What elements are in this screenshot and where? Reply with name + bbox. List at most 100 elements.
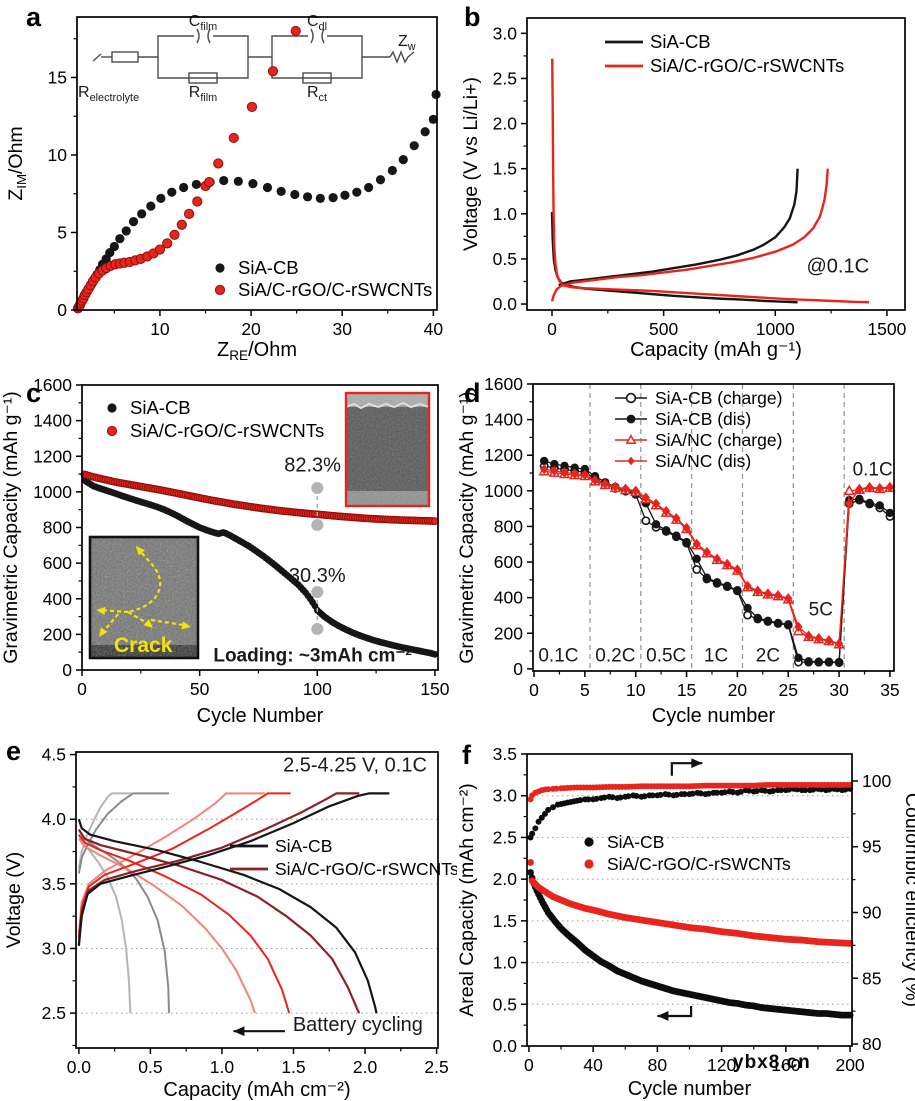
y-axis-title: Gravimetric Capacity (mAh g⁻¹) — [0, 391, 22, 664]
sem-noise — [90, 537, 198, 658]
y-tick-label: 4.5 — [42, 745, 66, 765]
x-tick-label: 0 — [529, 680, 539, 700]
x-tick-label: 30 — [829, 680, 849, 700]
legend-label: SiA/C-rGO/C-rSWCNTs — [275, 859, 457, 879]
y2-tick-label: 85 — [862, 968, 881, 988]
crack-path — [150, 618, 189, 628]
y-tick-label: 800 — [43, 518, 72, 538]
data-point — [743, 603, 752, 613]
y-tick-label: 1000 — [33, 482, 72, 502]
y-tick-label: 2.5 — [493, 68, 517, 88]
data-point — [539, 456, 549, 466]
data-point — [804, 630, 813, 641]
gridlines — [76, 818, 438, 1014]
x-tick-label: 0 — [77, 679, 87, 699]
series-line — [550, 168, 829, 302]
data-point — [737, 788, 744, 795]
data-point — [550, 465, 559, 477]
data-point — [626, 414, 636, 424]
annotation: 2C — [756, 645, 780, 666]
series-line — [544, 465, 891, 664]
annotation: 0.2C — [595, 645, 635, 666]
x-tick-label: 40 — [583, 1055, 603, 1075]
full-cell-voltage-chart: 0.0 0.5 1.0 1.5 2.0 2.5 2.5 3.0 3.5 4.0 4.5 Capacit… — [3, 745, 457, 1101]
data-point — [560, 467, 569, 478]
series-line — [78, 838, 256, 1014]
axis-ticks: 0.0 0.5 1.0 1.5 2.0 2.5 2.5 3.0 3.5 4.0 4.5 — [42, 745, 449, 1077]
data-point — [204, 177, 215, 188]
series-sia-c-rgo-c-rswcnts-charge — [550, 168, 829, 302]
y2-tick-label: 90 — [862, 902, 882, 922]
axis-ticks: 0 5 10 15 20 25 30 35 0 200 400 600 800 1000 1200 1400 1… — [484, 374, 900, 700]
y2-tick-label: 95 — [862, 837, 881, 857]
data-point — [633, 792, 640, 799]
x-tick-label: 30 — [332, 319, 352, 339]
data-point — [106, 425, 118, 437]
data-point — [651, 520, 661, 529]
data-point — [553, 785, 560, 792]
data-point — [657, 791, 664, 798]
data-point — [580, 464, 590, 474]
legend-label: SiA/NC (dis) — [655, 451, 751, 471]
data-point — [625, 793, 632, 800]
data-point — [545, 786, 552, 793]
data-point — [723, 558, 732, 570]
series-sia-c-rgo-c-rswcnts-areal-capacity — [527, 859, 854, 947]
resistor-electrolyte — [111, 51, 139, 63]
data-point — [409, 141, 419, 151]
sem-border-red — [344, 391, 431, 508]
data-point — [601, 794, 608, 801]
y-tick-label: 600 — [43, 553, 72, 573]
legend-label: SiA/C-rGO/C-rSWCNTs — [650, 55, 844, 76]
data-point — [834, 657, 844, 667]
data-point — [824, 635, 834, 646]
arrow-head — [657, 1011, 669, 1021]
data-point — [428, 114, 438, 124]
data-point — [818, 786, 825, 793]
y-tick-label: 0.0 — [493, 1036, 518, 1056]
data-point — [601, 478, 610, 489]
arrow-head — [99, 627, 108, 637]
y-tick-label: 1000 — [484, 481, 523, 501]
legend-label: SiA/C-rGO/C-rSWCNTs — [607, 854, 791, 874]
legend-label: SiA-CB (charge) — [655, 388, 782, 408]
data-point — [814, 657, 823, 666]
data-point — [184, 208, 195, 219]
y-tick-label: 0.5 — [493, 249, 517, 269]
data-point — [192, 196, 203, 207]
data-point — [692, 565, 702, 574]
cycling-stability-chart: Crack 0 50 100 150 0 200 400 600 800 1000 1200 1400 1… — [0, 375, 450, 727]
data-point — [527, 869, 534, 876]
axis-ticks: 0 500 1000 1500 0.0 0.5 1.0 1.5 2.0 2.5 3.0 — [493, 23, 907, 339]
data-point — [625, 434, 637, 445]
legend-label: SiA/C-rGO/C-rSWCNTs — [238, 279, 432, 300]
x-tick-label: 15 — [677, 680, 696, 700]
series-sia-c-rgo-c-rswcnts-discharge — [550, 58, 870, 304]
data-point — [169, 229, 180, 240]
series-line — [77, 792, 390, 946]
panel-label-c: c — [26, 378, 42, 408]
equivalent-circuit-inset: Cfilm​ Cdl​ Zw​ Relectrolyte​ Rfilm​ Rct​ — [78, 13, 416, 104]
rc-block — [327, 35, 363, 57]
data-point — [649, 792, 656, 799]
data-point — [745, 787, 752, 794]
circuit-label: Rct​ — [307, 84, 327, 104]
data-point — [577, 797, 584, 804]
data-point — [845, 498, 854, 509]
y-tick-label: 2.0 — [493, 114, 518, 134]
y-tick-label: 200 — [494, 623, 523, 643]
annotation: 82.3% — [284, 454, 341, 476]
capacitor-icon — [310, 28, 314, 44]
data-point — [855, 494, 864, 504]
data-point — [328, 193, 338, 203]
annotation: 2.5-4.25 V, 0.1C — [283, 754, 427, 776]
x-tick-label: 0 — [524, 1055, 534, 1075]
y-tick-label: 1.0 — [493, 953, 518, 973]
series-sia-c-rgo-c-rswcnts — [80, 470, 439, 525]
data-point — [885, 481, 895, 493]
data-point — [651, 498, 661, 509]
panel-label-d: d — [464, 378, 481, 408]
sem-inset-electrode-cross-section — [344, 391, 431, 508]
x-tick-label: 10 — [626, 680, 646, 700]
